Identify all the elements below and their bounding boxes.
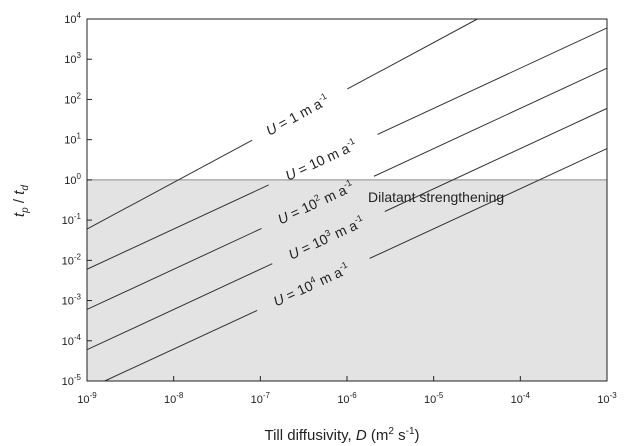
y-tick-label: 10-2 (62, 252, 82, 267)
y-tick-label: 102 (64, 91, 81, 106)
series-line-4-cont (384, 107, 608, 212)
series-line-5-cont (369, 148, 608, 259)
series-line-5 (104, 309, 258, 382)
series-line-3 (86, 228, 262, 310)
y-tick-label: 10-4 (62, 333, 82, 348)
series-line-2-cont (377, 27, 608, 135)
y-tick-label: 104 (64, 11, 81, 26)
x-axis-ticks: 10-9 10-8 10-7 10-6 10-5 10-4 10-3 (77, 376, 617, 406)
x-tick-label: 10-7 (251, 391, 271, 406)
x-tick-label: 10-6 (337, 391, 357, 406)
x-axis-label: Till diffusivity, D (m2 s-1) (264, 426, 419, 444)
series-line-2 (86, 184, 269, 270)
y-tick-label: 10-1 (62, 212, 82, 227)
x-tick-label: 10-8 (164, 391, 184, 406)
x-tick-label: 10-9 (77, 391, 97, 406)
series-line-3-cont (373, 67, 608, 177)
y-axis-ticks: 10-5 10-4 10-3 10-2 10-1 100 101 102 103 104 (62, 11, 92, 388)
y-axis-label: tp / td (11, 185, 31, 217)
x-tick-label: 10-3 (597, 391, 617, 406)
y-tick-label: 10-3 (62, 293, 82, 308)
dilatant-strengthening-label: Dilatant strengthening (368, 189, 504, 205)
dilatant-strengthening-region (87, 179, 607, 381)
series-line-4 (86, 263, 273, 351)
x-tick-label: 10-5 (424, 391, 444, 406)
y-tick-label: 100 (64, 172, 81, 187)
series-label-2: U = 10 m a-1 (282, 136, 359, 184)
series-line-1-cont (347, 18, 478, 90)
y-tick-label: 103 (64, 51, 81, 66)
series-lines (86, 18, 608, 382)
y-tick-label: 101 (64, 132, 81, 147)
y-tick-label: 10-5 (62, 373, 82, 388)
x-tick-label: 10-4 (511, 391, 531, 406)
series-label-1: U = 1 m a-1 (263, 91, 332, 139)
series-line-1 (86, 139, 253, 230)
